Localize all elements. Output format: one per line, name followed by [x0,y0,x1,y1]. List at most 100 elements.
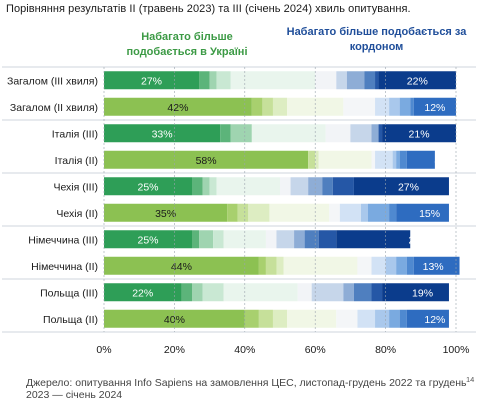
bar-segment [378,71,456,90]
bar-segment [371,150,376,169]
bar-segment [392,150,397,169]
data-label: 44% [171,261,192,273]
bar-segment [244,309,259,328]
legend-ukraine: Набагато більше подобається в Україні [126,31,248,58]
bar-segment [371,283,383,302]
bar-segment [216,71,231,90]
bar-segment [413,256,460,275]
bar-segment [357,309,376,328]
bar-segment [104,177,192,196]
bar-segment [378,124,383,143]
bar-segment [364,71,376,90]
bar-segment [375,97,390,116]
data-label: 58% [196,155,217,167]
category-label: Загалом (III хвиля) [7,75,98,87]
bar-segment [385,256,397,275]
data-label: 13% [423,261,444,273]
x-tick-label: 0% [96,344,111,356]
bar-segment [382,283,449,302]
bar-segment [258,256,266,275]
bar-segment [315,150,319,169]
bar-segment [192,283,203,302]
bar-segment [396,150,400,169]
data-label: 21% [409,234,430,246]
bar-segment [382,124,456,143]
data-label: 8% [434,155,449,167]
bar-segment [339,203,361,222]
bar-segment [360,203,368,222]
bar-segment [213,230,224,249]
category-label: Італія (II) [55,155,98,167]
data-label: 19% [412,287,433,299]
bar-segment [371,256,386,275]
bar-segment [297,283,312,302]
category-label: Німеччина (III) [28,234,98,246]
bar-segment [276,256,284,275]
bar-segment [413,97,456,116]
bar-segment [230,124,252,143]
bar-segment [410,97,414,116]
bar-segment [265,256,277,275]
bar-segment [192,177,203,196]
bar-segment [209,71,217,90]
bar-segment [322,177,333,196]
bar-segment [262,97,273,116]
bar-segment [265,230,277,249]
bar-segment [336,309,358,328]
bar-segment [389,203,397,222]
category-label: Чехія (III) [53,181,98,193]
bar-segment [311,283,344,302]
data-label: 12% [424,314,445,326]
data-label: 21% [409,128,430,140]
bar-segment [181,283,192,302]
bar-segment [269,203,330,222]
bar-segment [290,177,309,196]
bar-segment [353,177,449,196]
bar-segment [283,256,358,275]
category-label: Польща (III) [40,287,98,299]
bar-segment [287,309,337,328]
bar-segment [287,97,344,116]
bar-segment [325,124,351,143]
x-tick-label: 100% [443,344,470,356]
category-label: Чехія (II) [56,208,98,220]
bar-segment [375,71,379,90]
bar-segment [294,230,305,249]
bar-segment [104,71,200,90]
bar-segment [406,150,435,169]
x-tick-label: 20% [164,344,185,356]
bar-segment [308,150,316,169]
data-label: 25% [137,181,158,193]
bar-segment [192,230,200,249]
bar-segment [389,309,400,328]
data-label: 42% [167,102,188,114]
bar-segment [396,203,449,222]
chart-title: Порівняння результатів II (травень 2023)… [6,3,411,15]
bar-segment [223,283,298,302]
bar-segment [216,177,280,196]
page-number: 14 [466,375,475,384]
bar-segment [227,203,238,222]
bar-segment [336,230,411,249]
bar-segment [272,97,288,116]
bar-segment [104,124,221,143]
bar-segment [346,71,365,90]
bar-segment [251,97,263,116]
bar-segment [396,256,407,275]
data-label: 35% [155,208,176,220]
bar-segment [209,177,217,196]
bar-segment [104,283,182,302]
category-label: Італія (III) [52,128,98,140]
data-label: 15% [419,208,440,220]
bar-segment [389,97,400,116]
data-label: 12% [424,102,445,114]
x-tick-label: 40% [234,344,255,356]
bar-segment [406,309,449,328]
bar-segment [399,150,407,169]
category-label: Польща (II) [43,314,98,326]
bar-segment [343,283,354,302]
legend-abroad: Набагато більше подобається за кордоном [286,26,467,53]
bar-segment [343,97,376,116]
category-label: Німеччина (II) [31,261,98,273]
